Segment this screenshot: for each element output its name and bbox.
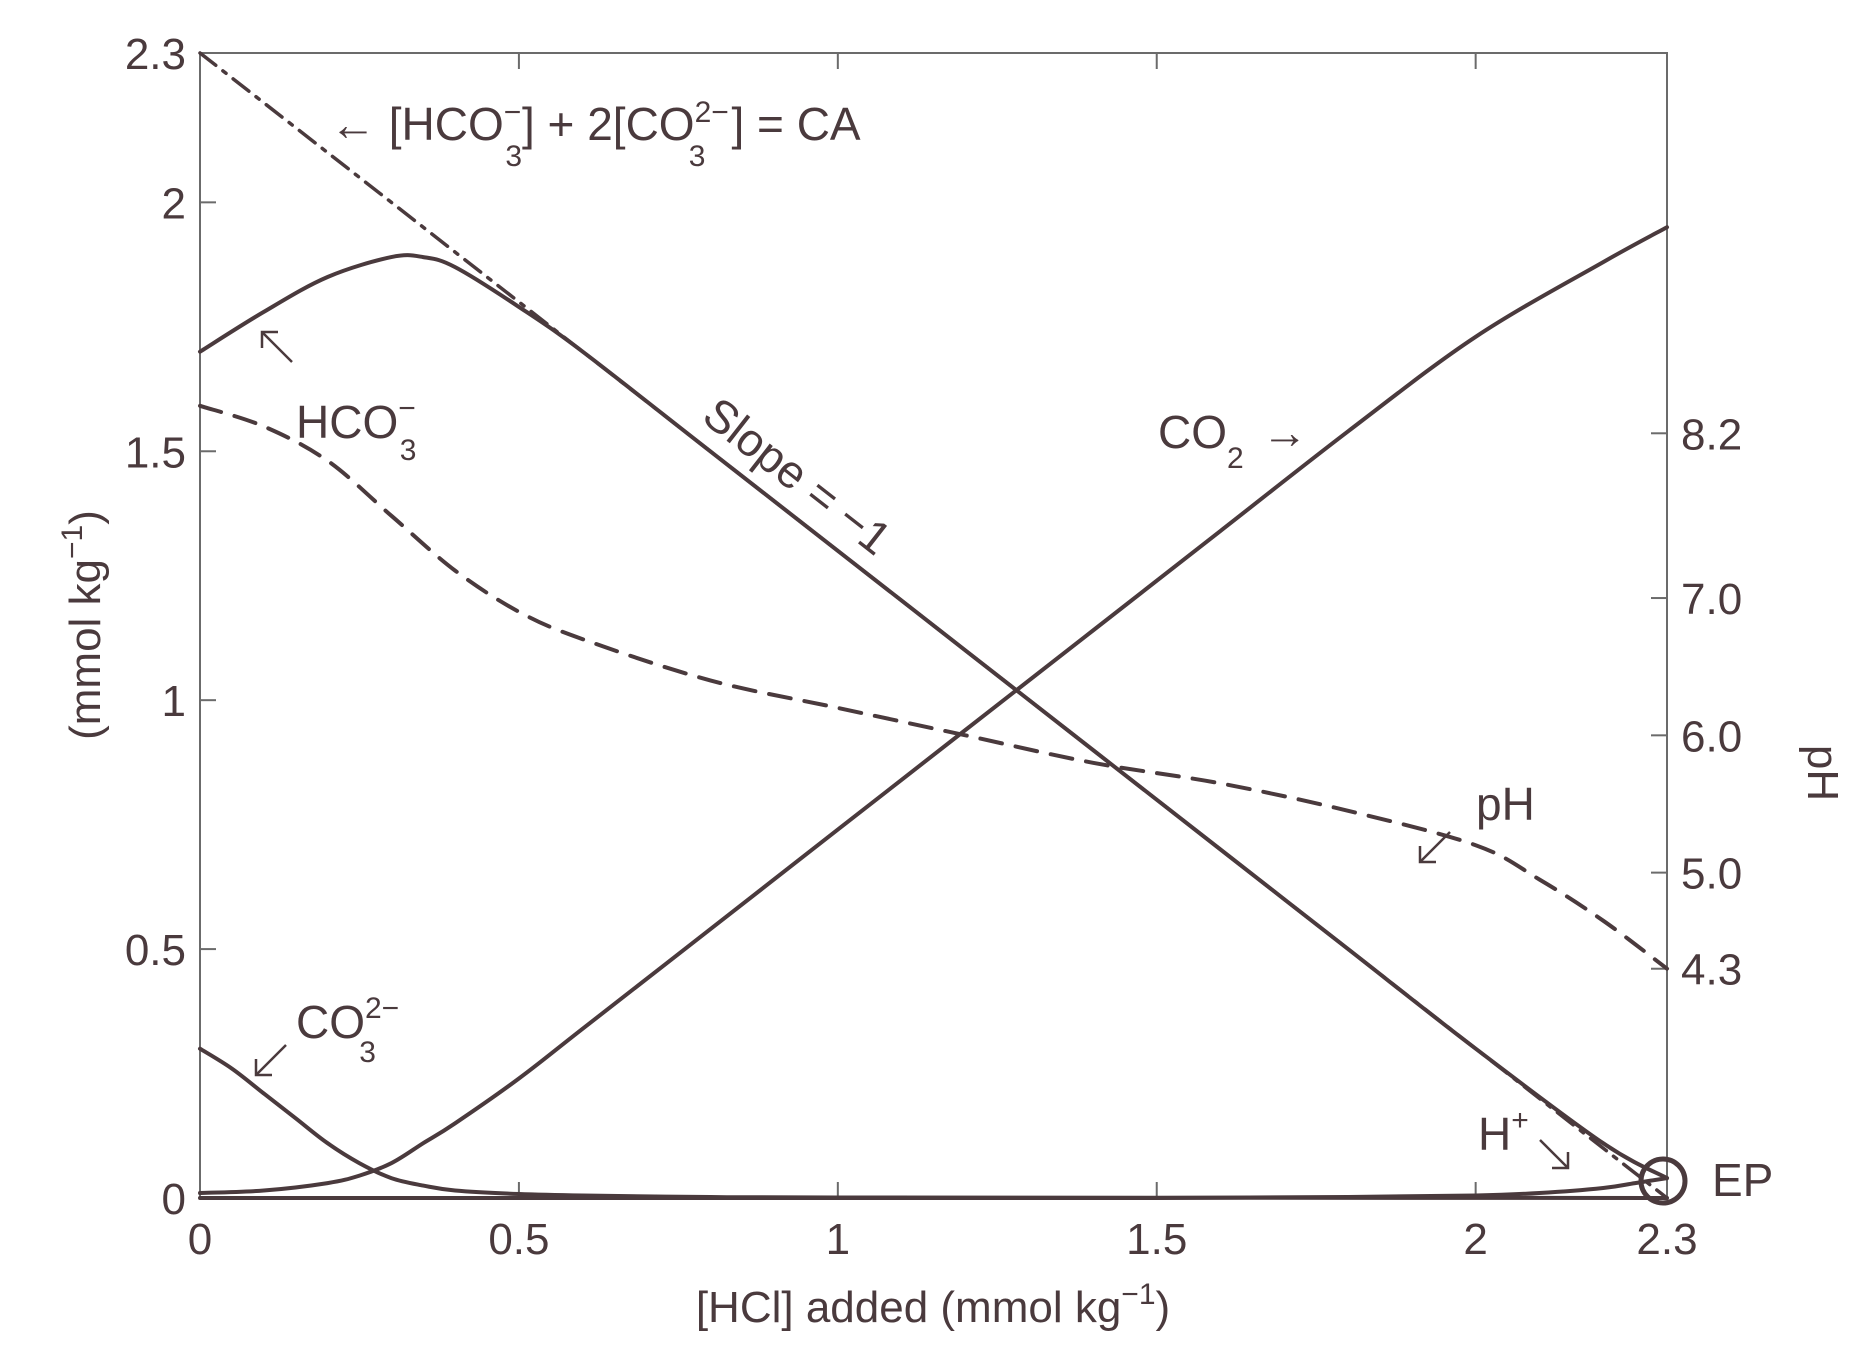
y2-tick-label: 7.0 (1681, 575, 1742, 624)
y-axis-ticks: 0 0.5 1 1.5 2 2.3 (125, 30, 216, 1224)
annotation-arrows (254, 330, 1688, 1206)
x-axis-ticks: 0 0.5 1 1.5 2 2.3 (188, 53, 1698, 1264)
y-tick-label: 0 (162, 1175, 186, 1224)
hplus-arrow (1539, 1139, 1569, 1169)
series-lines (198, 51, 1669, 1201)
hplus-label: H+ (1478, 1104, 1529, 1160)
series-co2-line (198, 225, 1669, 1195)
x-tick-label: 2 (1463, 1215, 1487, 1264)
hco3-label: HCO− 3 (296, 392, 416, 467)
co3-label: CO2− 3 (296, 992, 399, 1069)
y-tick-label: 0.5 (125, 926, 186, 975)
co3-arrow (255, 1044, 287, 1076)
series-ph-line (198, 403, 1669, 971)
x-tick-label: 0.5 (488, 1215, 549, 1264)
series-hco3-line (198, 253, 1669, 1181)
hco3-arrow (261, 331, 293, 363)
y2-tick-label: 4.3 (1681, 946, 1742, 995)
y-tick-label: 2 (162, 179, 186, 228)
x-tick-label: 1.5 (1126, 1215, 1187, 1264)
y2-tick-label: 5.0 (1681, 850, 1742, 899)
slope-label: Slope = −1 (694, 387, 901, 565)
y-tick-label: 1 (162, 677, 186, 726)
x-axis-label: [HCl] added (mmol kg−1) (696, 1278, 1170, 1332)
series-ca-line (198, 51, 1669, 1200)
series-co3-line (198, 1046, 1669, 1200)
y-tick-label: 2.3 (125, 30, 186, 79)
ph-label: pH (1476, 778, 1535, 830)
x-tick-label: 2.3 (1636, 1215, 1697, 1264)
ph-arrow (1419, 831, 1451, 863)
y2-axis-label: pH (1798, 745, 1847, 801)
ep-marker (1638, 1156, 1688, 1206)
y2-axis-ticks: 4.3 5.0 6.0 7.0 8.2 (1651, 410, 1742, 995)
y2-tick-label: 6.0 (1681, 712, 1742, 761)
series-hplus-line (198, 1176, 1669, 1201)
ca-equation-label: ← [HCO− 3] + 2[CO2− 3] = CA (330, 96, 861, 173)
x-tick-label: 0 (188, 1215, 212, 1264)
y-tick-label: 1.5 (125, 428, 186, 477)
y-axis-label: (mmol kg−1) (56, 510, 110, 740)
co2-label: CO2→ (1158, 406, 1308, 475)
ep-label: EP (1712, 1154, 1773, 1206)
x-tick-label: 1 (826, 1215, 850, 1264)
y2-tick-label: 8.2 (1681, 410, 1742, 459)
